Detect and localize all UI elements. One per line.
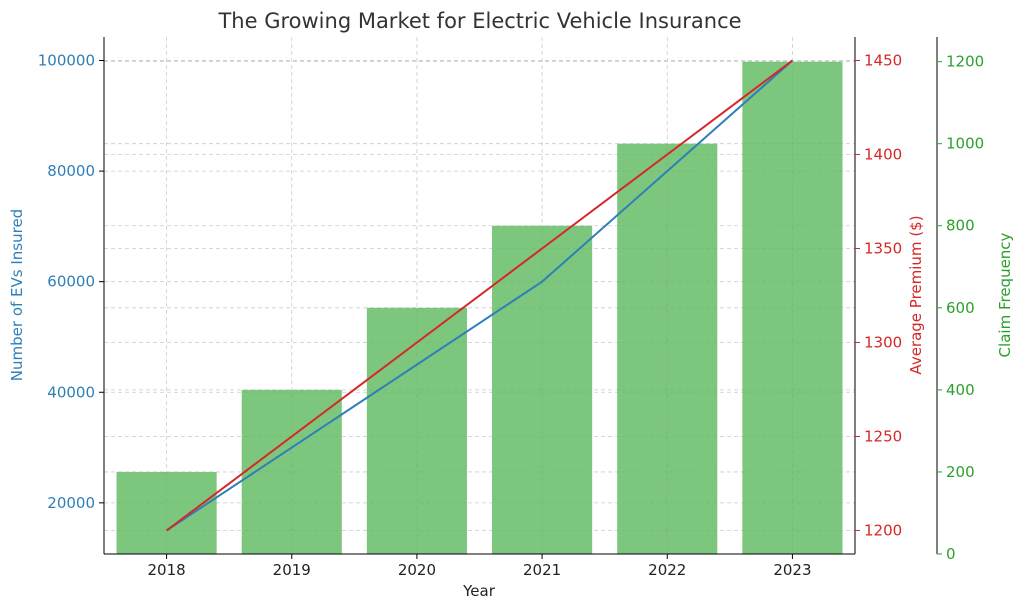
right-inner-axis-label: Average Premium ($) — [907, 215, 925, 374]
right-inner-tick-label: 1250 — [864, 428, 902, 446]
bar-claim-frequency-2018 — [117, 472, 217, 554]
left-tick-label: 40000 — [47, 383, 95, 401]
x-tick-label: 2023 — [773, 561, 811, 579]
bar-claim-frequency-2022 — [617, 144, 717, 554]
right-outer-tick-label: 800 — [946, 217, 975, 235]
left-tick-label: 20000 — [47, 494, 95, 512]
right-inner-tick-label: 1450 — [864, 52, 902, 70]
x-tick-label: 2022 — [648, 561, 686, 579]
left-tick-label: 100000 — [38, 52, 95, 70]
left-tick-label: 80000 — [47, 162, 95, 180]
x-axis-label: Year — [462, 582, 496, 600]
right-inner-tick-label: 1200 — [864, 522, 902, 540]
right-outer-tick-label: 200 — [946, 463, 975, 481]
left-tick-label: 60000 — [47, 273, 95, 291]
bar-claim-frequency-2020 — [367, 308, 467, 554]
x-tick-label: 2020 — [398, 561, 436, 579]
left-axis-label: Number of EVs Insured — [8, 209, 26, 381]
chart-title: The Growing Market for Electric Vehicle … — [217, 9, 741, 33]
right-outer-axis-label: Claim Frequency — [996, 232, 1014, 357]
right-outer-tick-label: 400 — [946, 381, 975, 399]
bar-claim-frequency-2023 — [742, 62, 842, 554]
x-tick-label: 2018 — [147, 561, 185, 579]
x-tick-label: 2019 — [273, 561, 311, 579]
x-tick-label: 2021 — [523, 561, 561, 579]
right-inner-tick-label: 1350 — [864, 240, 902, 258]
right-outer-tick-label: 1000 — [946, 135, 984, 153]
right-inner-tick-label: 1400 — [864, 146, 902, 164]
right-outer-tick-label: 600 — [946, 299, 975, 317]
right-inner-tick-label: 1300 — [864, 334, 902, 352]
right-outer-tick-label: 1200 — [946, 53, 984, 71]
right-outer-tick-label: 0 — [946, 545, 956, 563]
